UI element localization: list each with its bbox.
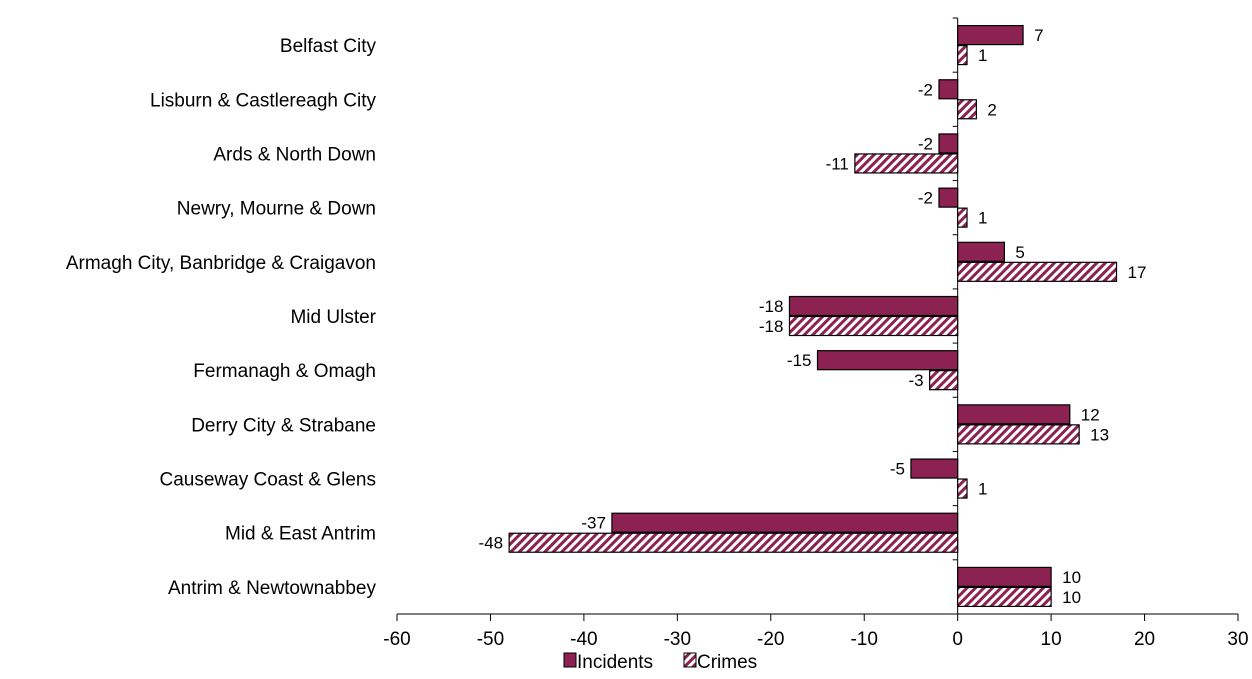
x-tick-label: 10 [1041, 629, 1062, 650]
category-label: Mid & East Antrim [225, 524, 376, 545]
category-label: Belfast City [280, 36, 377, 57]
value-label-incidents: -5 [890, 460, 905, 479]
value-label-incidents: -2 [918, 189, 933, 208]
value-label-crimes: 10 [1062, 588, 1081, 607]
category-label: Causeway Coast & Glens [160, 470, 377, 491]
bar-crimes [788, 315, 959, 337]
bar-incidents [957, 404, 1071, 425]
bar-crimes [957, 207, 968, 228]
value-label-crimes: 1 [978, 46, 987, 65]
bar-incidents [938, 187, 959, 208]
category-label: Derry City & Strabane [191, 415, 376, 436]
value-label-crimes: 1 [978, 209, 987, 228]
value-label-incidents: 7 [1034, 26, 1043, 45]
category-label: Ards & North Down [213, 144, 376, 165]
bar-crimes [854, 153, 959, 174]
category-label: Fermanagh & Omagh [193, 361, 376, 382]
bar-crimes [957, 99, 977, 120]
x-tick-label: -40 [570, 629, 597, 650]
value-label-crimes: 2 [987, 100, 996, 119]
bar-incidents [788, 295, 959, 317]
category-label: Antrim & Newtownabbey [168, 578, 377, 599]
legend-label-crimes: Crimes [697, 652, 757, 673]
bar-crimes [957, 261, 1118, 282]
value-label-incidents: 5 [1015, 243, 1024, 262]
category-label: Mid Ulster [290, 307, 376, 328]
bar-crimes [957, 478, 968, 499]
value-label-crimes: -18 [759, 317, 784, 336]
value-label-crimes: -48 [479, 534, 504, 553]
bar-incidents [816, 350, 959, 371]
bar-crimes [957, 586, 1052, 608]
bar-incidents [938, 79, 959, 100]
value-label-incidents: -18 [759, 297, 784, 316]
x-tick-label: -50 [477, 629, 504, 650]
legend-swatch-incidents [563, 652, 577, 668]
value-label-incidents: 10 [1062, 568, 1081, 587]
value-label-incidents: -2 [918, 134, 933, 153]
x-tick-label: 30 [1227, 629, 1248, 650]
value-label-incidents: 12 [1081, 405, 1100, 424]
legend-label-incidents: Incidents [577, 652, 653, 673]
bar-crimes [957, 424, 1080, 445]
x-tick-label: 0 [952, 629, 963, 650]
value-label-incidents: -15 [787, 351, 812, 370]
category-label: Newry, Mourne & Down [177, 199, 376, 220]
value-label-crimes: -3 [909, 371, 924, 390]
bar-crimes [508, 532, 959, 553]
plot-area: -60 -50 -40 -30 -20 -10 0 10 20 30 Belfast City 7 1 L… [66, 17, 1249, 650]
bar-incidents [957, 24, 1024, 46]
bar-incidents [611, 512, 959, 533]
category-label: Lisburn & Castlereagh City [150, 90, 376, 111]
value-label-incidents: -37 [581, 514, 606, 533]
x-tick-label: -30 [664, 629, 691, 650]
legend: Incidents Crimes [563, 652, 757, 673]
category-label: Armagh City, Banbridge & Craigavon [66, 253, 376, 274]
bar-crimes [929, 370, 959, 391]
legend-swatch-crimes [683, 652, 697, 668]
bar-incidents [957, 566, 1052, 588]
x-tick-label: 20 [1134, 629, 1155, 650]
bar-incidents [938, 133, 959, 154]
x-tick-label: -10 [850, 629, 877, 650]
value-label-crimes: -11 [826, 154, 849, 173]
x-tick-label: -60 [383, 629, 410, 650]
x-tick-label: -20 [757, 629, 784, 650]
bar-incidents [957, 241, 1005, 262]
value-label-crimes: 17 [1128, 263, 1147, 282]
value-label-crimes: 13 [1090, 425, 1109, 444]
bar-incidents [910, 458, 959, 479]
value-label-crimes: 1 [978, 480, 987, 499]
value-label-incidents: -2 [918, 80, 933, 99]
bar-crimes [957, 44, 968, 66]
